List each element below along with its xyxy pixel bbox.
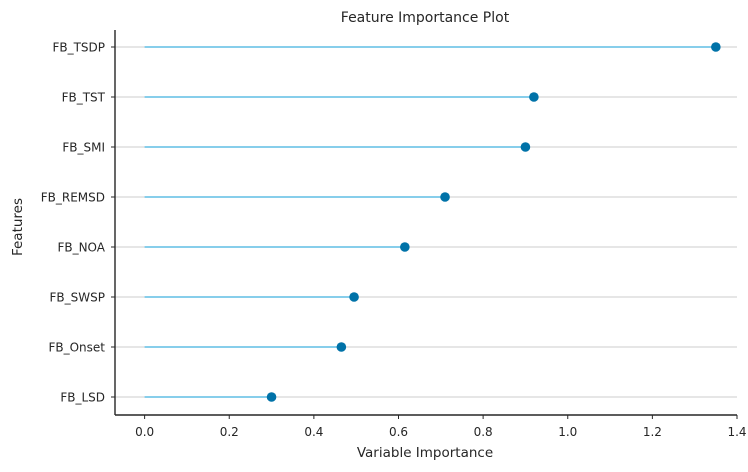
y-tick-label-fb-lsd: FB_LSD [60,391,105,405]
y-tick-label-fb-swsp: FB_SWSP [50,291,105,305]
x-tick-label: 0.6 [389,425,408,439]
y-tick-label-fb-noa: FB_NOA [57,241,105,255]
x-tick-label: 0.8 [474,425,493,439]
marker-fb-swsp [349,292,359,302]
axis-layer [114,30,737,416]
marker-fb-onset [336,342,347,352]
grid-layer [115,46,737,398]
marker-fb-lsd [266,392,277,402]
y-axis-label: Features [10,198,26,256]
x-tick-label: 1.4 [727,425,746,439]
x-tick-label: 0.4 [304,425,323,439]
marker-fb-noa [400,242,410,252]
chart-title: Feature Importance Plot [341,10,510,26]
y-tick-labels: FB_TSDP FB_TST FB_SMI FB_REMSD FB_NOA FB_SWSP… [41,41,115,405]
marker-fb-tsdp [711,42,721,52]
x-tick-label: 0.2 [220,425,239,439]
y-tick-label-fb-tsdp: FB_TSDP [52,41,105,55]
stem-layer [144,46,716,398]
x-tick-label: 1.0 [558,425,577,439]
x-tick-label: 0.0 [135,425,154,439]
marker-layer [266,42,721,402]
x-tick-labels: 0.0 0.2 0.4 0.6 0.8 1.0 1.2 1.4 [135,415,747,439]
marker-fb-remsd [440,192,450,202]
marker-fb-smi [520,142,531,152]
x-axis-label: Variable Importance [357,445,493,461]
x-tick-label: 1.2 [643,425,662,439]
marker-fb-tst [529,92,539,102]
y-tick-label-fb-onset: FB_Onset [48,341,105,355]
y-tick-label-fb-smi: FB_SMI [62,141,105,155]
y-tick-label-fb-tst: FB_TST [62,91,106,105]
y-tick-label-fb-remsd: FB_REMSD [41,191,105,205]
